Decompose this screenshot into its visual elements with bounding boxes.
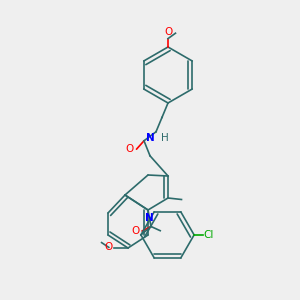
Text: H: H [161,133,169,143]
Text: N: N [146,133,154,143]
Text: Cl: Cl [204,230,214,240]
Text: N: N [145,213,153,223]
Text: O: O [131,226,140,236]
Text: O: O [104,242,112,252]
Text: O: O [126,144,134,154]
Text: O: O [164,27,172,37]
